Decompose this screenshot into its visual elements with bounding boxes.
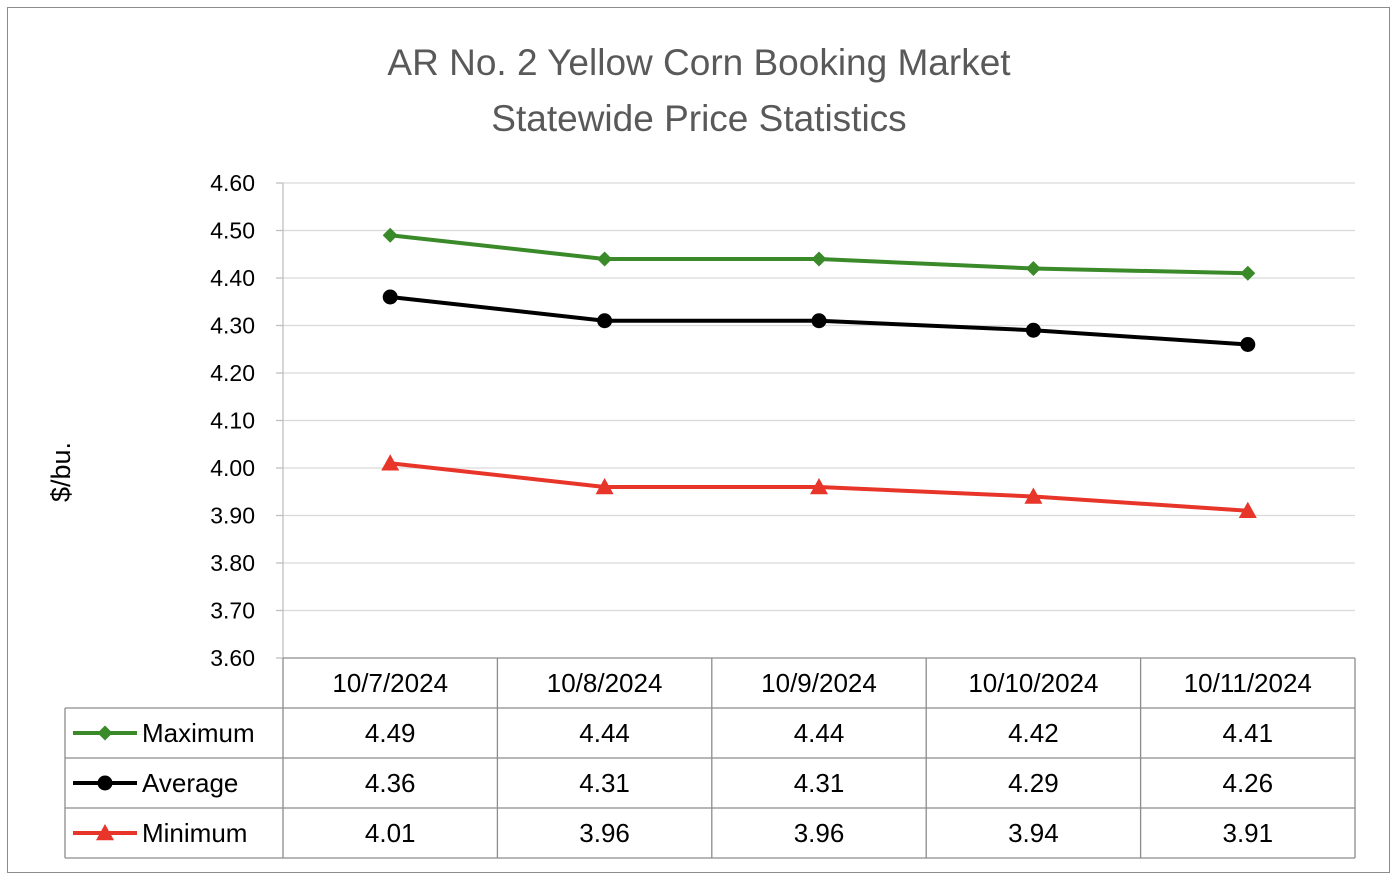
y-tick-label: 4.20	[210, 360, 255, 386]
x-category-label: 10/11/2024	[1184, 668, 1312, 698]
legend-label-minimum: Minimum	[142, 818, 247, 848]
data-label-maximum: 4.49	[365, 718, 416, 748]
data-label-maximum: 4.44	[579, 718, 630, 748]
data-label-average: 4.36	[365, 768, 416, 798]
data-point-maximum	[1240, 265, 1256, 281]
data-point-maximum	[811, 251, 827, 267]
y-tick-label: 4.30	[210, 313, 255, 339]
legend-marker-minimum	[96, 824, 114, 841]
data-point-maximum	[597, 251, 613, 267]
data-point-average	[811, 313, 827, 329]
data-point-average	[1025, 322, 1041, 338]
legend-label-maximum: Maximum	[142, 718, 255, 748]
y-tick-label: 3.60	[210, 645, 255, 671]
data-point-minimum	[1024, 487, 1043, 504]
data-label-average: 4.31	[794, 768, 845, 798]
legend-label-average: Average	[142, 768, 238, 798]
legend-marker-maximum	[97, 725, 113, 741]
data-point-minimum	[595, 478, 614, 495]
data-label-minimum: 3.96	[579, 818, 630, 848]
data-label-average: 4.26	[1222, 768, 1273, 798]
y-tick-label: 4.50	[210, 218, 255, 244]
y-tick-label: 4.00	[210, 455, 255, 481]
data-point-minimum	[381, 454, 400, 471]
y-tick-label: 4.60	[210, 170, 255, 196]
y-tick-label: 3.90	[210, 503, 255, 529]
y-tick-label: 3.70	[210, 598, 255, 624]
data-point-maximum	[1025, 261, 1041, 276]
data-label-minimum: 4.01	[365, 818, 416, 848]
chart-title: AR No. 2 Yellow Corn Booking Market	[387, 42, 1011, 83]
data-label-minimum: 3.94	[1008, 818, 1059, 848]
data-point-average	[1240, 337, 1256, 352]
x-category-label: 10/8/2024	[547, 668, 663, 698]
legend-marker-average	[97, 775, 113, 791]
data-point-average	[597, 313, 613, 329]
data-label-minimum: 3.96	[794, 818, 845, 848]
data-point-maximum	[382, 227, 398, 243]
y-tick-label: 3.80	[210, 550, 255, 576]
data-label-maximum: 4.41	[1222, 718, 1273, 748]
data-label-average: 4.31	[579, 768, 630, 798]
data-point-minimum	[1238, 501, 1257, 518]
x-category-label: 10/9/2024	[761, 668, 877, 698]
data-label-maximum: 4.44	[794, 718, 845, 748]
data-label-average: 4.29	[1008, 768, 1059, 798]
chart-subtitle: Statewide Price Statistics	[491, 98, 907, 139]
y-tick-label: 4.40	[210, 265, 255, 291]
chart-frame	[7, 7, 1390, 873]
x-category-label: 10/7/2024	[332, 668, 448, 698]
data-point-average	[382, 289, 398, 305]
data-point-minimum	[810, 478, 828, 495]
y-tick-label: 4.10	[210, 408, 255, 434]
data-label-maximum: 4.42	[1008, 718, 1059, 748]
data-label-minimum: 3.91	[1222, 818, 1273, 848]
x-category-label: 10/10/2024	[968, 668, 1098, 698]
